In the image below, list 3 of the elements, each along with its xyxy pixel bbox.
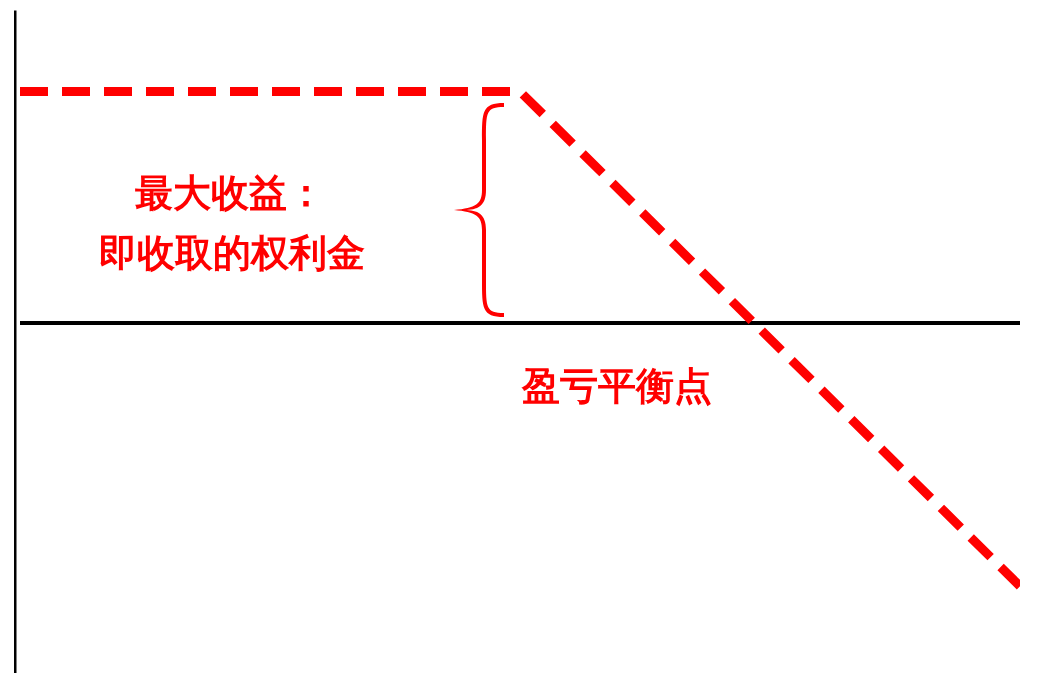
annotation: 盈亏平衡点 — [521, 364, 712, 408]
annotation: 最大收益： — [135, 171, 325, 215]
annotation: 即收取的权利金 — [99, 231, 365, 275]
